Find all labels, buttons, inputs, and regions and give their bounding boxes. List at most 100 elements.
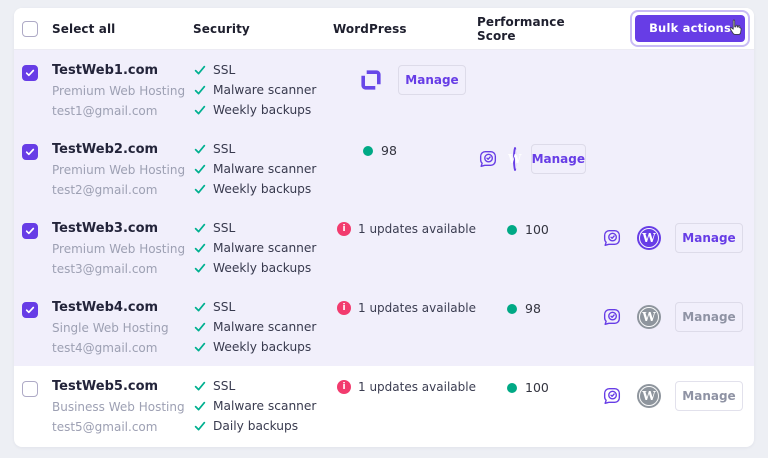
column-header-wordpress: WordPress (333, 21, 407, 36)
security-item: Weekly backups (193, 182, 333, 196)
site-plan: Single Web Hosting (52, 321, 169, 335)
chat-check-icon[interactable] (601, 306, 623, 328)
security-list: SSL Malware scanner Weekly backups (193, 63, 333, 123)
check-icon (25, 227, 35, 235)
check-icon (25, 148, 35, 156)
table-body: TestWeb1.com Premium Web Hosting test1@g… (14, 50, 754, 445)
bulk-actions-button[interactable]: Bulk actions (635, 15, 745, 42)
table-row: TestWeb2.com Premium Web Hosting test2@g… (14, 129, 754, 208)
score-value: 98 (525, 301, 541, 316)
performance-score: 100 (477, 380, 597, 395)
security-item: SSL (193, 221, 333, 235)
wordpress-icon[interactable]: W (637, 226, 661, 250)
site-domain[interactable]: TestWeb3.com (52, 221, 159, 236)
security-label: Malware scanner (213, 320, 317, 334)
site-plan: Business Web Hosting (52, 400, 185, 414)
score-value: 100 (525, 222, 549, 237)
row-checkbox[interactable] (22, 65, 38, 81)
security-label: Malware scanner (213, 83, 317, 97)
manage-button[interactable]: Manage (398, 65, 466, 95)
chat-check-icon[interactable] (477, 148, 499, 170)
green-check-icon (194, 65, 206, 75)
manage-button[interactable]: Manage (675, 223, 743, 253)
security-item: Malware scanner (193, 162, 333, 176)
performance-score: 98 (477, 301, 597, 316)
site-domain[interactable]: TestWeb5.com (52, 379, 159, 394)
security-label: SSL (213, 300, 236, 314)
security-item: SSL (193, 63, 333, 77)
security-label: Daily backups (213, 419, 299, 433)
security-label: Weekly backups (213, 103, 312, 117)
manage-button[interactable]: Manage (530, 144, 586, 174)
green-check-icon (194, 144, 206, 154)
security-label: Weekly backups (213, 340, 312, 354)
security-list: SSL Malware scanner Weekly backups (193, 142, 333, 202)
site-plan: Premium Web Hosting (52, 242, 186, 256)
security-item: Malware scanner (193, 320, 333, 334)
security-item: Malware scanner (193, 83, 333, 97)
security-item: Malware scanner (193, 241, 333, 255)
site-email: test4@gmail.com (52, 341, 158, 355)
green-check-icon (194, 243, 206, 253)
green-check-icon (194, 184, 206, 194)
table-row: TestWeb5.com Business Web Hosting test5@… (14, 366, 754, 445)
security-item: SSL (193, 379, 333, 393)
green-check-icon (194, 342, 206, 352)
security-item: Weekly backups (193, 261, 333, 275)
security-label: SSL (213, 221, 236, 235)
security-list: SSL Malware scanner Daily backups (193, 379, 333, 439)
score-value: 100 (525, 380, 549, 395)
check-icon (25, 69, 35, 77)
green-check-icon (194, 421, 206, 431)
green-check-icon (194, 263, 206, 273)
score-dot (363, 145, 373, 156)
green-check-icon (194, 322, 206, 332)
green-check-icon (194, 302, 206, 312)
website-builder-logo-icon[interactable] (358, 67, 384, 93)
security-label: SSL (213, 379, 236, 393)
manage-button[interactable]: Manage (675, 381, 743, 411)
security-item: Malware scanner (193, 399, 333, 413)
table-row: TestWeb3.com Premium Web Hosting test3@g… (14, 208, 754, 287)
websites-table-card: Select all Security WordPress Performanc… (14, 8, 754, 447)
wordpress-icon[interactable]: W (637, 305, 661, 329)
green-check-icon (194, 381, 206, 391)
row-checkbox[interactable] (22, 223, 38, 239)
site-email: test1@gmail.com (52, 104, 158, 118)
select-all-checkbox[interactable] (22, 20, 38, 37)
table-row: TestWeb4.com Single Web Hosting test4@gm… (14, 287, 754, 366)
manage-button[interactable]: Manage (675, 302, 743, 332)
performance-score: 98 (333, 143, 477, 158)
score-dot (507, 303, 517, 314)
security-item: SSL (193, 300, 333, 314)
security-item: SSL (193, 142, 333, 156)
chat-check-icon[interactable] (601, 227, 623, 249)
check-icon (25, 306, 35, 314)
score-dot (507, 224, 517, 235)
performance-score: 100 (477, 222, 597, 237)
score-dot (507, 382, 517, 393)
wordpress-updates: i 1 updates available (333, 222, 477, 236)
updates-text: 1 updates available (358, 222, 476, 236)
info-icon: i (337, 380, 351, 394)
score-value: 98 (381, 143, 397, 158)
row-checkbox[interactable] (22, 381, 38, 397)
security-item: Daily backups (193, 419, 333, 433)
site-plan: Premium Web Hosting (52, 163, 186, 177)
green-check-icon (194, 105, 206, 115)
wordpress-icon[interactable]: W (508, 147, 522, 171)
updates-text: 1 updates available (358, 380, 476, 394)
site-plan: Premium Web Hosting (52, 84, 186, 98)
security-label: Malware scanner (213, 399, 317, 413)
security-label: Weekly backups (213, 261, 312, 275)
chat-check-icon[interactable] (601, 385, 623, 407)
site-domain[interactable]: TestWeb1.com (52, 63, 159, 78)
site-domain[interactable]: TestWeb4.com (52, 300, 159, 315)
row-checkbox[interactable] (22, 144, 38, 160)
site-domain[interactable]: TestWeb2.com (52, 142, 159, 157)
green-check-icon (194, 401, 206, 411)
security-label: SSL (213, 142, 236, 156)
wordpress-icon[interactable]: W (637, 384, 661, 408)
column-header-performance: Performance Score (477, 14, 565, 43)
row-checkbox[interactable] (22, 302, 38, 318)
